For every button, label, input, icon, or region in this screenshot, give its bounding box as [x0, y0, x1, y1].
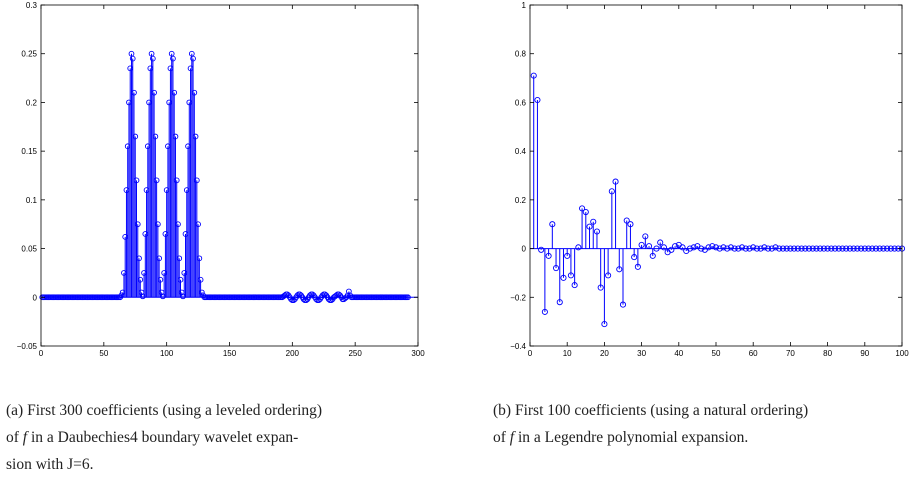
ytick-label-a-4: 0.15	[21, 147, 37, 156]
xtick-label-a-3: 150	[223, 349, 237, 358]
ytick-label-a-2: 0.05	[21, 245, 37, 254]
xtick-label-b-3: 30	[637, 349, 646, 358]
ytick-label-a-1: 0	[33, 293, 38, 302]
caption-a-line2-post: in a Daubechies4 boundary wavelet expan-	[31, 429, 298, 446]
xtick-label-b-10: 100	[895, 349, 909, 358]
ytick-label-a-6: 0.25	[21, 50, 37, 59]
xtick-label-b-2: 20	[600, 349, 609, 358]
ytick-label-b-3: 0.2	[515, 196, 527, 205]
xtick-label-b-5: 50	[712, 349, 721, 358]
ytick-label-b-7: 1	[522, 1, 527, 10]
ytick-label-b-6: 0.8	[515, 50, 527, 59]
caption-a-line3: sion with J=6.	[6, 456, 94, 473]
plot-a-daubechies-coefficients: 0 50 100 150 200 250 300−0.0500.050.10.150.20.…	[17, 1, 425, 358]
caption-a-variable: f	[23, 429, 27, 446]
axes-box-b	[530, 5, 902, 346]
caption-b-line2-pre: of	[493, 429, 506, 446]
xtick-label-b-8: 80	[823, 349, 832, 358]
ytick-label-b-0: −0.4	[510, 342, 526, 351]
xtick-label-b-1: 10	[563, 349, 572, 358]
ytick-label-a-3: 0.1	[26, 196, 38, 205]
caption-b-variable: f	[510, 429, 514, 446]
plot-b-legendre-coefficients: 0 10 20 30 40 50 60 70 80 90 100 −0.4 −0.2 0 0.2 0.4 0.6…	[510, 1, 909, 358]
ytick-label-a-5: 0.2	[26, 98, 38, 107]
caption-b-line2-post: in a Legendre polynomial expansion.	[518, 429, 748, 446]
ytick-label-b-1: −0.2	[510, 293, 526, 302]
ytick-label-b-2: 0	[522, 245, 527, 254]
xtick-label-b-4: 40	[674, 349, 683, 358]
caption-b: (b) First 100 coefficients (using a natu…	[493, 397, 911, 451]
xtick-label-a-4: 200	[286, 349, 300, 358]
xtick-label-a-0: 0	[39, 349, 44, 358]
caption-a-line1: (a) First 300 coefficients (using a leve…	[6, 402, 322, 419]
ytick-label-a-0: −0.05	[17, 342, 38, 351]
xtick-label-b-6: 60	[749, 349, 758, 358]
xtick-label-a-6: 300	[411, 349, 425, 358]
ytick-label-b-4: 0.4	[515, 147, 527, 156]
xtick-label-b-9: 90	[860, 349, 869, 358]
caption-b-line1: (b) First 100 coefficients (using a natu…	[493, 402, 808, 419]
xtick-label-a-5: 250	[348, 349, 362, 358]
xtick-label-a-2: 100	[160, 349, 174, 358]
ytick-label-a-7: 0.3	[26, 1, 38, 10]
xtick-label-b-7: 70	[786, 349, 795, 358]
caption-a: (a) First 300 coefficients (using a leve…	[6, 397, 436, 478]
ytick-label-b-5: 0.6	[515, 98, 527, 107]
xtick-label-a-1: 50	[99, 349, 108, 358]
xtick-label-b-0: 0	[528, 349, 533, 358]
caption-a-line2-pre: of	[6, 429, 19, 446]
